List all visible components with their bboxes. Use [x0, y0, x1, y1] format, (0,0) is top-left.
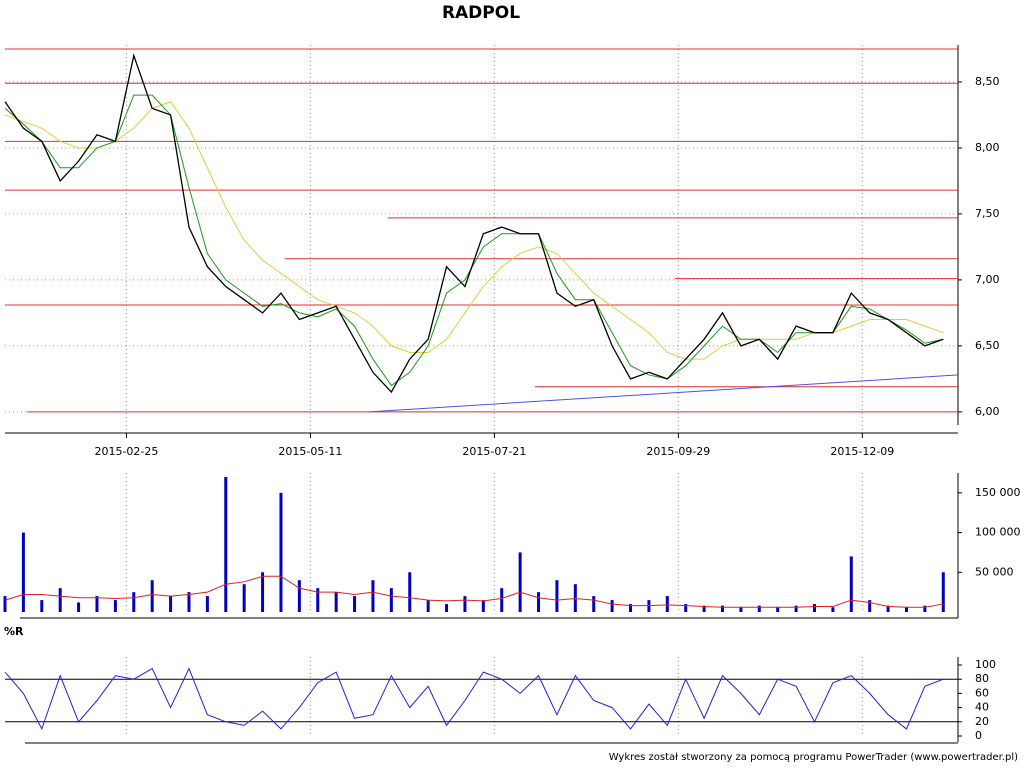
volume-bar: [904, 607, 908, 612]
volume-bar: [371, 580, 375, 612]
volume-bar: [3, 596, 7, 612]
volume-bar: [113, 600, 117, 612]
volume-bar: [868, 600, 872, 612]
volume-bar: [610, 600, 614, 612]
series-line: [4, 575, 944, 608]
volume-bar: [169, 596, 173, 612]
volume-bar: [500, 588, 504, 612]
volume-bar: [849, 556, 853, 612]
volume-bar: [941, 572, 945, 612]
chart-title: RADPOL: [442, 3, 520, 23]
volume-bar: [702, 605, 706, 612]
y-tick-label: 7,00: [975, 273, 1000, 286]
y-tick-label: 6,00: [975, 405, 1000, 418]
y-tick-label: 40: [975, 701, 989, 714]
series-line: [4, 94, 944, 387]
volume-bar: [224, 476, 228, 612]
volume-bar: [279, 492, 283, 612]
volume-bar: [445, 604, 449, 612]
y-tick-label: 150 000: [975, 486, 1021, 499]
y-tick-label: 50 000: [975, 565, 1014, 578]
volume-bar: [426, 600, 430, 612]
volume-bar: [95, 596, 99, 612]
volume-bar: [150, 580, 154, 612]
volume-bar: [923, 605, 927, 612]
x-tick-label: 2015-02-25: [94, 445, 158, 458]
y-tick-label: 100 000: [975, 526, 1021, 539]
volume-bar: [353, 596, 357, 612]
series-line: [4, 667, 944, 731]
volume-bar: [408, 572, 412, 612]
volume-bar: [684, 604, 688, 612]
volume-bar: [77, 602, 81, 612]
volume-bar: [21, 532, 25, 612]
x-tick-label: 2015-07-21: [462, 445, 526, 458]
footer: Wykres został stworzony za pomocą progra…: [609, 752, 1018, 763]
volume-bar: [297, 580, 301, 612]
volume-bar: [518, 552, 522, 612]
volume-bar: [187, 592, 191, 612]
volume-bar: [537, 592, 541, 612]
volume-bar: [40, 600, 44, 612]
trendline: [369, 374, 959, 413]
y-tick-label: 20: [975, 715, 989, 728]
volume-bar: [721, 605, 725, 612]
series-line: [4, 101, 944, 360]
y-tick-label: 6,50: [975, 339, 1000, 352]
volume-bar: [739, 607, 743, 612]
y-tick-label: 7,50: [975, 207, 1000, 220]
volume-bar: [261, 572, 265, 612]
y-tick-label: 100: [975, 658, 996, 671]
panel-title: %R: [4, 625, 24, 638]
y-tick-label: 8,00: [975, 141, 1000, 154]
volume-bar: [592, 596, 596, 612]
y-tick-label: 8,50: [975, 75, 1000, 88]
volume-bar: [831, 607, 835, 612]
volume-bar: [629, 604, 633, 612]
y-tick-label: 60: [975, 686, 989, 699]
series-line: [4, 53, 944, 394]
volume-bar: [757, 605, 761, 612]
volume-bar: [242, 584, 246, 612]
volume-bar: [481, 600, 485, 612]
volume-bar: [205, 596, 209, 612]
x-tick-label: 2015-12-09: [830, 445, 894, 458]
volume-bar: [812, 604, 816, 612]
x-tick-label: 2015-05-11: [278, 445, 342, 458]
volume-bar: [58, 588, 62, 612]
volume-bar: [132, 592, 136, 612]
y-tick-label: 80: [975, 672, 989, 685]
volume-bar: [665, 596, 669, 612]
volume-bar: [463, 596, 467, 612]
volume-bar: [794, 605, 798, 612]
volume-bar: [776, 607, 780, 612]
volume-bar: [389, 588, 393, 612]
volume-bar: [316, 588, 320, 612]
volume-bar: [886, 605, 890, 612]
y-tick-label: 0: [975, 729, 982, 742]
volume-bar: [555, 580, 559, 612]
x-tick-label: 2015-09-29: [646, 445, 710, 458]
volume-bar: [334, 592, 338, 612]
